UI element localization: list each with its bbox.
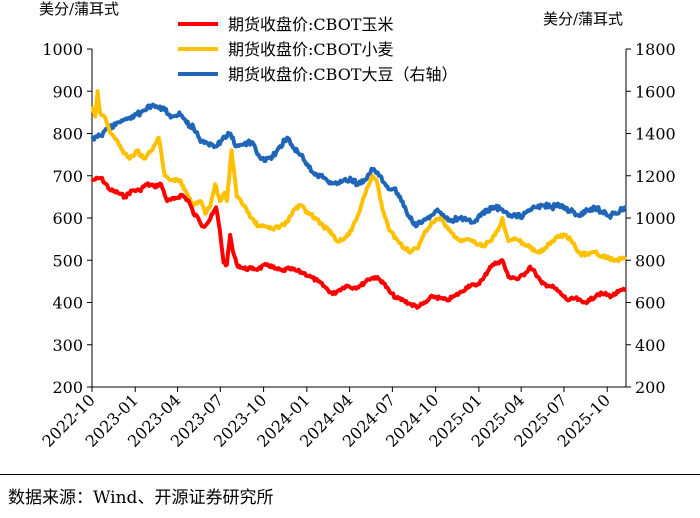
right-tick-label: 800 [635,251,666,270]
source-divider [0,474,700,475]
right-tick-label: 400 [635,336,666,355]
source-note: 数据来源：Wind、开源证券研究所 [8,488,274,508]
right-tick-label: 600 [635,294,666,313]
series-line-1 [90,175,627,310]
legend-label-2: 期货收盘价:CBOT小麦 [228,40,393,59]
legend-label-1: 期货收盘价:CBOT玉米 [228,15,393,34]
right-tick-label: 1800 [635,40,676,59]
left-unit-label: 美分/蒲耳式 [39,0,119,18]
left-tick-label: 1000 [42,40,83,59]
left-tick-label: 300 [52,336,83,355]
series-line-2 [90,89,627,264]
right-tick-label: 1200 [635,167,676,186]
right-tick-label: 1600 [635,82,676,101]
left-tick-label: 400 [52,294,83,313]
left-tick-label: 500 [52,251,83,270]
axes: 200 300 400 500 600 700 800 900 1000 200 400 600 800… [38,40,675,451]
right-tick-label: 200 [635,378,666,397]
left-tick-label: 700 [52,167,83,186]
left-tick-label: 200 [52,378,83,397]
right-tick-label: 1400 [635,125,676,144]
series-layer [90,89,627,310]
left-tick-label: 900 [52,82,83,101]
right-tick-label: 1000 [635,209,676,228]
series-line-3 [90,102,627,229]
right-unit-label: 美分/蒲耳式 [543,10,623,28]
legend-label-3: 期货收盘价:CBOT大豆（右轴） [228,65,457,84]
left-tick-label: 800 [52,125,83,144]
left-tick-label: 600 [52,209,83,228]
price-chart: 美分/蒲耳式 美分/蒲耳式 200 300 400 500 600 700 800 900 10… [38,0,675,451]
